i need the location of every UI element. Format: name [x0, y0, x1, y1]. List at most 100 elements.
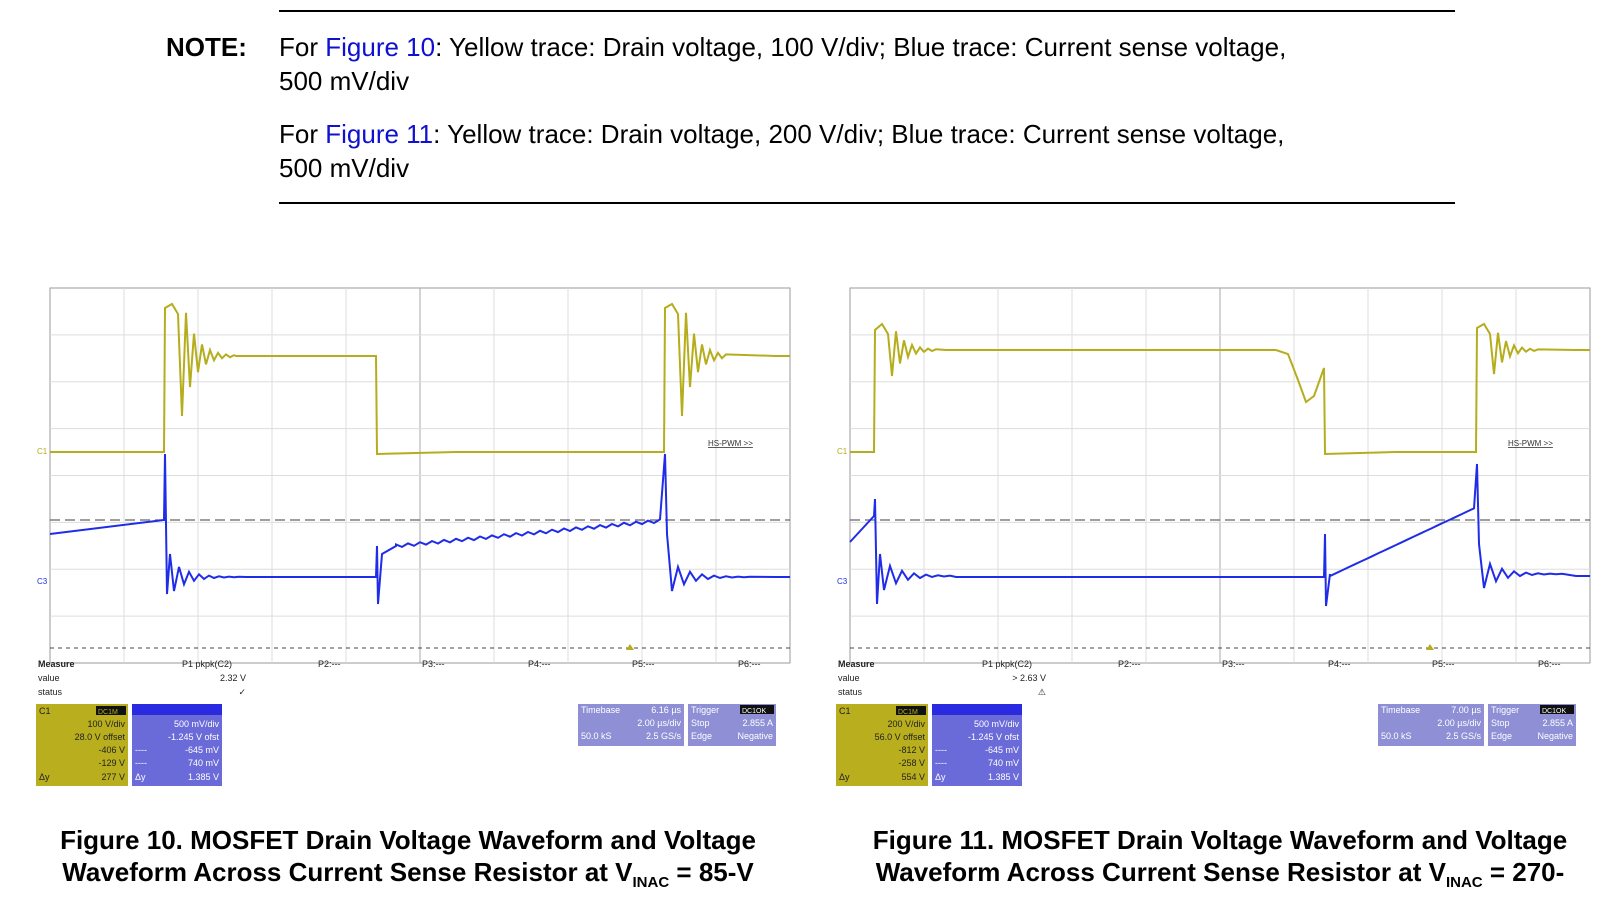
para-1-line2: 500 mV/div: [279, 66, 410, 96]
figure-10-caption: Figure 10. MOSFET Drain Voltage Waveform…: [20, 824, 796, 899]
p1-value: 2.32 V: [220, 673, 246, 683]
c3-box-r2: 740 mV: [988, 758, 1019, 768]
timebase-box[interactable]: [1378, 704, 1484, 746]
p1-header: P1 pkpk(C2): [182, 659, 232, 669]
c1-box-offset: 56.0 V offset: [875, 732, 926, 742]
trigger-edge: Edge: [691, 731, 712, 741]
value-label: value: [838, 673, 860, 683]
note-label: NOTE:: [166, 32, 247, 62]
c3-box-vdiv: 500 mV/div: [174, 719, 220, 729]
para-2-line2: 500 mV/div: [279, 153, 410, 183]
c3-box-r3: 1.385 V: [188, 772, 219, 782]
c3-box-header: [132, 704, 222, 715]
c1-channel-box[interactable]: [36, 704, 128, 786]
timebase-val4: 2.5 GS/s: [1446, 731, 1482, 741]
value-label: value: [38, 673, 60, 683]
trigger-tag: DC1OK: [1542, 708, 1566, 715]
c3-box-dy: Δy: [135, 772, 146, 782]
c3-box-r2: 740 mV: [188, 758, 219, 768]
c3-channel-box[interactable]: [932, 704, 1022, 786]
note-paragraph-1: For Figure 10: Yellow trace: Drain volta…: [279, 30, 1449, 98]
c3-box-dash-2: ----: [135, 758, 147, 768]
c1-box-r2: -129 V: [98, 758, 125, 768]
c1-channel-box[interactable]: [836, 704, 928, 786]
timebase-val1: 7.00 µs: [1451, 705, 1481, 715]
hs-pwm-label: HS-PWM >>: [1508, 439, 1553, 448]
p2-header: P2:---: [1118, 659, 1141, 669]
measure-label: Measure: [838, 659, 875, 669]
c3-box-vdiv: 500 mV/div: [974, 719, 1020, 729]
c1-box-title: C1: [39, 706, 51, 716]
p4-header: P4:---: [1328, 659, 1351, 669]
blue-current-sense-trace: [849, 463, 1590, 607]
measure-label: Measure: [38, 659, 75, 669]
timebase-label: Timebase: [581, 705, 620, 715]
trigger-stop: Stop: [691, 718, 710, 728]
scope-screenshot-11: C1 C3 HS-PWM >> Measure value status P1 …: [836, 287, 1591, 786]
caption-10-line2-pre: Waveform Across Current Sense Resistor a…: [62, 857, 633, 887]
c3-box-dy: Δy: [935, 772, 946, 782]
status-label: status: [838, 687, 863, 697]
p4-header: P4:---: [528, 659, 551, 669]
timebase-box[interactable]: [578, 704, 684, 746]
p6-header: P6:---: [1538, 659, 1561, 669]
timebase-val4: 2.5 GS/s: [646, 731, 682, 741]
p5-header: P5:---: [632, 659, 655, 669]
caption-10-line2-post: = 85-V: [669, 857, 754, 887]
c3-marker: C3: [37, 577, 48, 586]
p1-header: P1 pkpk(C2): [982, 659, 1032, 669]
note-paragraph-2: For Figure 11: Yellow trace: Drain volta…: [279, 117, 1449, 185]
timebase-label: Timebase: [1381, 705, 1420, 715]
yellow-drain-voltage-trace: [850, 322, 1590, 456]
p3-header: P3:---: [422, 659, 445, 669]
c1-marker: C1: [837, 447, 848, 456]
c3-box-r1: -645 mV: [985, 745, 1019, 755]
c1-box-r1: -406 V: [98, 745, 125, 755]
c3-box-offset: -1.245 V ofst: [968, 732, 1020, 742]
caption-11-line1: Figure 11. MOSFET Drain Voltage Waveform…: [872, 825, 1568, 855]
bottom-rule: [279, 202, 1455, 204]
trigger-tag-bg: [740, 705, 774, 714]
c1-box-title: C1: [839, 706, 851, 716]
caption-11-subscript: INAC: [1445, 874, 1483, 891]
c1-box-offset: 28.0 V offset: [75, 732, 126, 742]
trigger-stop-val: 2.855 A: [742, 718, 773, 728]
c3-box-r1: -645 mV: [185, 745, 219, 755]
timebase-val2: 2.00 µs/div: [637, 718, 681, 728]
para-2-pre: For: [279, 119, 326, 149]
c3-channel-box[interactable]: [132, 704, 222, 786]
c1-marker: C1: [37, 447, 48, 456]
c1-box-tag: DC1M: [98, 709, 118, 716]
figure-11-link[interactable]: Figure 11: [325, 119, 434, 149]
trigger-tag-bg: [1540, 705, 1574, 714]
c1-box-r1: -812 V: [898, 745, 925, 755]
c3-box-offset: -1.245 V ofst: [168, 732, 220, 742]
p1-status: ⚠: [1038, 687, 1046, 697]
figure-10-link[interactable]: Figure 10: [325, 32, 436, 62]
c3-box-dash-2: ----: [935, 758, 947, 768]
trigger-marker-icon: [1426, 644, 1434, 650]
c1-box-vdiv: 100 V/div: [87, 719, 125, 729]
c3-box-header: [932, 704, 1022, 715]
caption-10-line2: Waveform Across Current Sense Resistor a…: [20, 856, 796, 899]
c3-box-r3: 1.385 V: [988, 772, 1019, 782]
trigger-edge: Edge: [1491, 731, 1512, 741]
c3-box-dash-1: ----: [935, 745, 947, 755]
p2-header: P2:---: [318, 659, 341, 669]
c3-marker: C3: [837, 577, 848, 586]
top-rule: [279, 10, 1455, 12]
p5-header: P5:---: [1432, 659, 1455, 669]
scope-screenshot-10: C1 C3 HS-PWM >> Measure value status P1 …: [36, 287, 791, 786]
c1-box-vdiv: 200 V/div: [887, 719, 925, 729]
yellow-drain-voltage-trace: [50, 302, 790, 456]
c1-box-tag: DC1M: [898, 709, 918, 716]
figure-11: C1 C3 HS-PWM >> Measure value status P1 …: [836, 284, 1596, 804]
para-1-pre: For: [279, 32, 326, 62]
hs-pwm-label: HS-PWM >>: [708, 439, 753, 448]
c1-box-r3: 277 V: [101, 772, 125, 782]
para-2-post: : Yellow trace: Drain voltage, 200 V/div…: [433, 119, 1285, 149]
blue-current-sense-trace: [49, 453, 790, 605]
trigger-edge-val: Negative: [737, 731, 773, 741]
c1-box-tag-bg: [896, 706, 926, 715]
trigger-label: Trigger: [1491, 705, 1519, 715]
